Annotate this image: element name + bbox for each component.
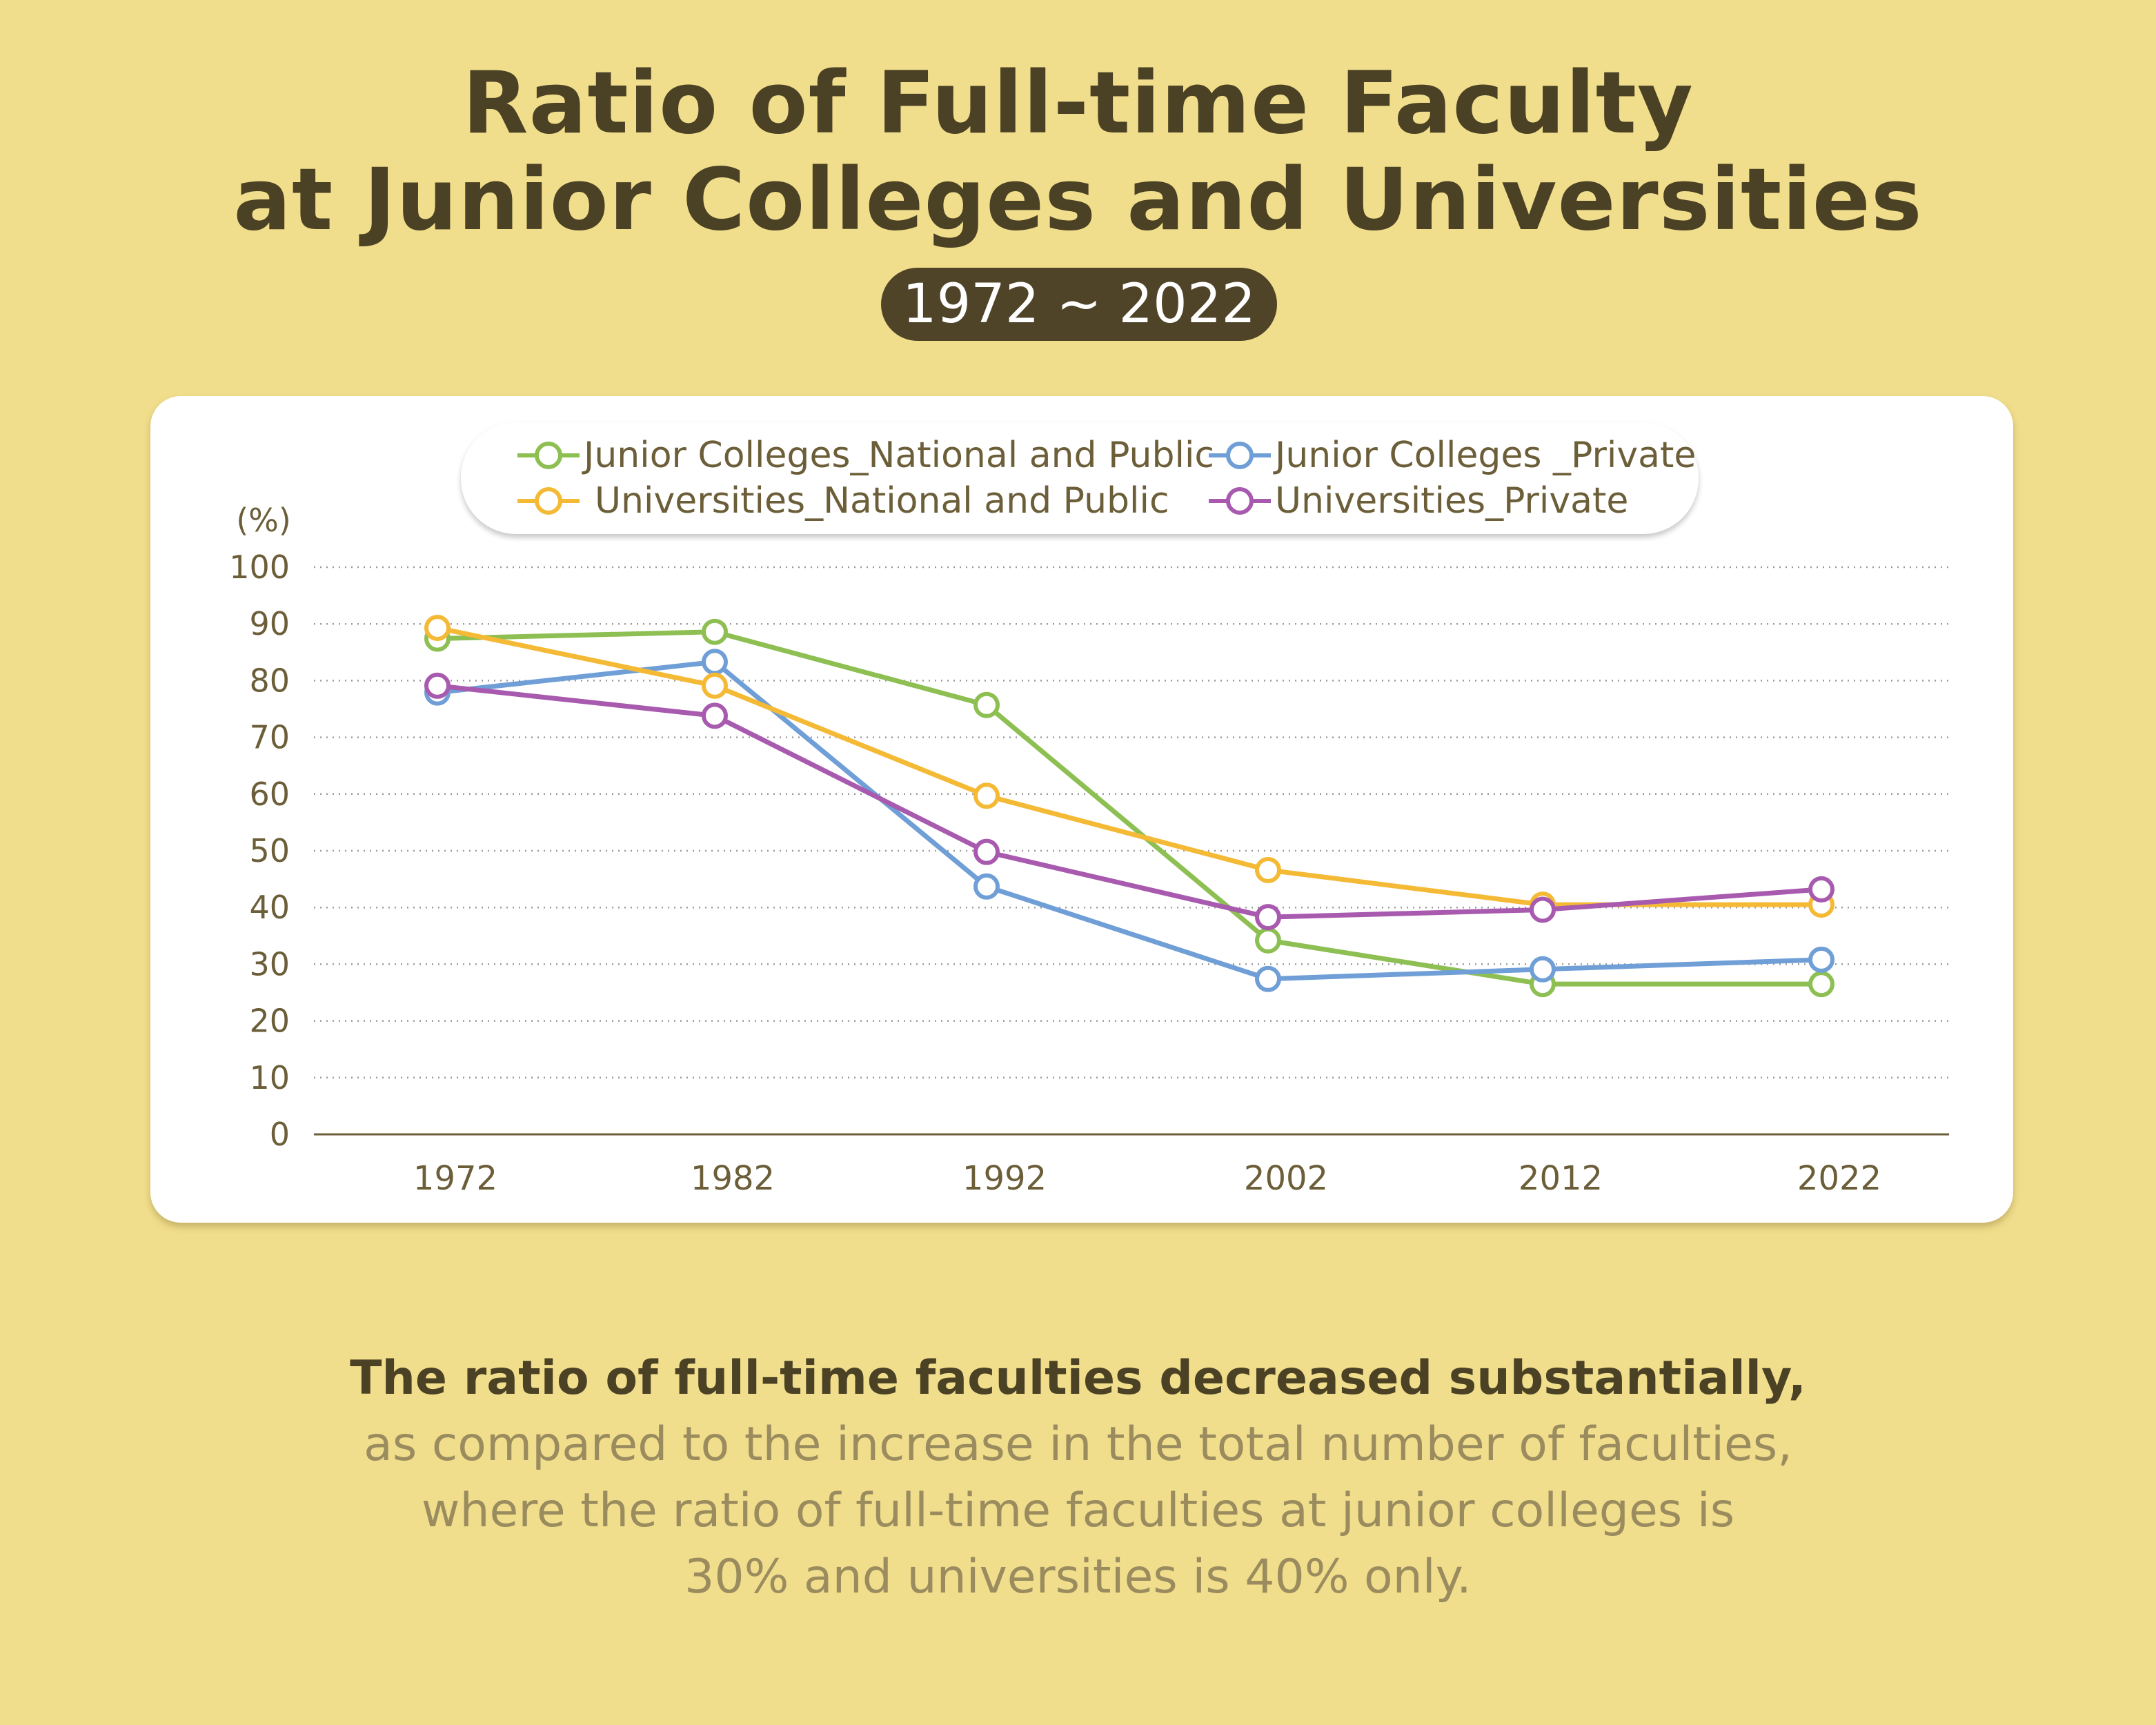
y-tick-label: 0	[270, 1116, 290, 1153]
title-line-2: at Junior Colleges and Universities	[233, 150, 1923, 250]
data-point	[1808, 946, 1834, 973]
x-tick-label: 1982	[691, 1159, 775, 1198]
data-point	[1808, 876, 1834, 903]
caption: The ratio of full-time faculties decreas…	[0, 1346, 2156, 1610]
data-point	[1530, 956, 1556, 983]
series-line	[437, 625, 1821, 907]
caption-line: 30% and universities is 40% only.	[684, 1550, 1472, 1604]
data-point	[973, 691, 1000, 718]
y-tick-label: 90	[249, 605, 290, 642]
y-tick-label: 30	[249, 945, 290, 983]
period-badge: 1972 ~ 2022	[881, 268, 1277, 341]
data-point	[973, 873, 1000, 900]
data-point	[702, 649, 728, 676]
series-line	[437, 629, 1821, 987]
caption-line: where the ratio of full-time faculties a…	[421, 1483, 1735, 1538]
y-tick-label: 20	[249, 1003, 290, 1040]
y-tick-label: 40	[249, 889, 290, 926]
y-tick-label: 50	[249, 832, 290, 869]
legend-label: Universities_National and Public	[595, 480, 1169, 522]
legend-label: Junior Colleges _Private	[1275, 435, 1697, 476]
y-tick-label: 60	[249, 776, 290, 813]
y-axis-label: (%)	[236, 502, 291, 539]
legend-item-univ-national: Universities_National and Public	[517, 479, 1169, 523]
data-point	[702, 672, 728, 699]
legend-marker-icon	[517, 442, 580, 469]
data-point	[424, 614, 451, 641]
data-point	[702, 702, 728, 729]
data-point	[1255, 904, 1281, 931]
caption-lead: The ratio of full-time faculties decreas…	[350, 1351, 1806, 1406]
legend-label: Junior Colleges_National and Public	[584, 435, 1214, 476]
x-tick-label: 2012	[1519, 1159, 1603, 1198]
series-line	[437, 659, 1822, 982]
data-point	[1530, 896, 1556, 923]
x-tick-label: 2002	[1244, 1159, 1328, 1198]
data-point	[1255, 856, 1281, 883]
y-tick-label: 70	[249, 719, 290, 756]
legend-item-jc-national: Junior Colleges_National and Public	[517, 433, 1214, 477]
legend-item-jc-private: Junior Colleges _Private	[1209, 433, 1696, 477]
data-point	[1255, 965, 1281, 992]
y-tick-label: 100	[229, 549, 290, 586]
title-line-1: Ratio of Full-time Faculty	[462, 54, 1694, 153]
y-tick-label: 10	[249, 1059, 290, 1096]
legend-label: Universities_Private	[1275, 480, 1629, 522]
x-tick-label: 1992	[962, 1159, 1047, 1198]
data-point	[973, 838, 1000, 865]
x-tick-label: 1972	[413, 1159, 497, 1198]
legend-item-univ-private: Universities_Private	[1209, 479, 1628, 523]
y-tick-label: 80	[249, 662, 290, 699]
series-line	[437, 683, 1822, 920]
caption-line: as compared to the increase in the total…	[364, 1417, 1792, 1472]
data-point	[424, 672, 451, 699]
page-title: Ratio of Full-time Faculty at Junior Col…	[0, 55, 2156, 248]
legend-marker-icon	[1209, 442, 1271, 469]
data-point	[973, 782, 1000, 809]
legend-marker-icon	[1209, 487, 1271, 515]
data-point	[702, 618, 728, 645]
x-tick-label: 2022	[1797, 1159, 1881, 1198]
data-point	[1255, 927, 1281, 954]
legend: Junior Colleges_National and Public Juni…	[461, 422, 1699, 534]
data-point	[1808, 971, 1834, 998]
legend-marker-icon	[517, 487, 580, 515]
